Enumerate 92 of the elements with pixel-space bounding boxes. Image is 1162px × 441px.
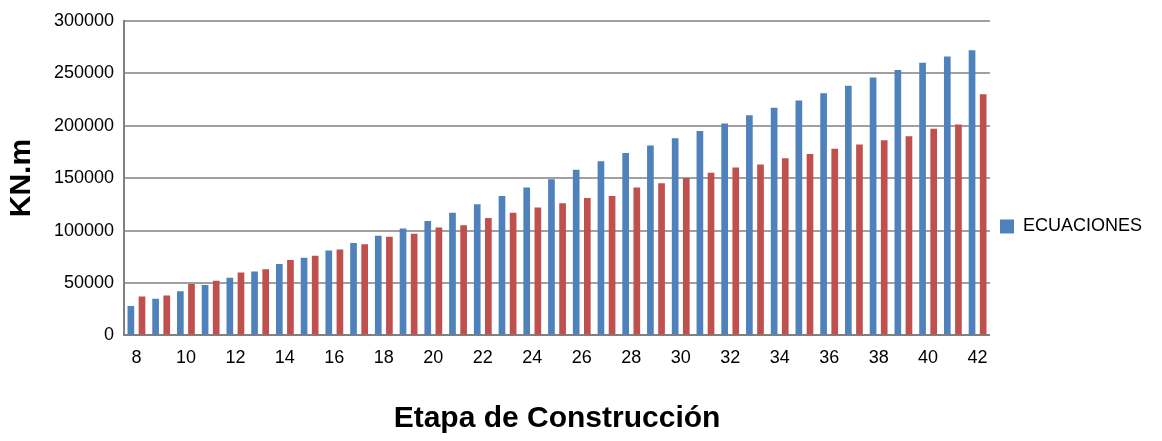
bar [696, 130, 704, 335]
bar [608, 195, 616, 335]
bar [311, 255, 319, 335]
bar [485, 217, 492, 335]
bar [226, 277, 234, 335]
bar [350, 243, 357, 335]
bar [894, 70, 902, 335]
bar [177, 291, 184, 335]
x-tick-label: 20 [423, 347, 444, 368]
x-tick-label: 32 [720, 347, 741, 368]
x-tick-label: 18 [373, 347, 394, 368]
y-tick-label: 50000 [64, 271, 115, 292]
bar [880, 140, 888, 335]
bar [845, 85, 852, 335]
x-tick-label: 12 [225, 347, 246, 368]
bar [647, 145, 654, 335]
bar [622, 152, 630, 335]
bar [498, 195, 506, 335]
x-tick-label: 28 [621, 347, 642, 368]
bar [559, 203, 566, 335]
bar [757, 164, 764, 335]
x-axis-title: Etapa de Construcción [393, 400, 721, 434]
bar [671, 138, 679, 335]
y-tick-label: 200000 [53, 114, 115, 135]
bar [374, 235, 382, 335]
bar [597, 161, 605, 335]
bar [633, 187, 641, 335]
bar [572, 169, 580, 335]
legend-label: ECUACIONES [1022, 215, 1143, 236]
bar [795, 100, 803, 335]
bar [287, 259, 294, 335]
bar [943, 56, 951, 335]
bar [820, 93, 827, 335]
y-tick-label: 100000 [53, 219, 115, 240]
x-tick-label: 36 [819, 347, 840, 368]
bar [163, 295, 171, 335]
x-tick-label: 26 [571, 347, 592, 368]
bar [523, 187, 531, 335]
y-tick-label: 250000 [53, 62, 115, 83]
bar [152, 298, 159, 335]
bar [806, 153, 814, 335]
bar [435, 227, 443, 335]
bar [707, 172, 715, 335]
x-tick-label: 40 [918, 347, 939, 368]
x-tick-label: 24 [522, 347, 543, 368]
y-tick-label: 0 [104, 324, 115, 345]
x-tick-label: 22 [472, 347, 493, 368]
bar [930, 128, 938, 335]
x-tick-label: 30 [670, 347, 691, 368]
bar [262, 269, 270, 335]
bar [856, 144, 863, 335]
bar [325, 250, 333, 335]
bar [905, 136, 913, 335]
x-tick-label: 34 [769, 347, 790, 368]
x-tick-label: 14 [274, 347, 295, 368]
bar [746, 115, 753, 335]
bar [781, 158, 789, 335]
bar [658, 183, 665, 335]
bar [386, 236, 393, 335]
y-axis-title: KN.m [3, 138, 37, 218]
bar [361, 244, 369, 335]
x-tick-label: 10 [175, 347, 196, 368]
bar [682, 178, 690, 335]
bar [534, 207, 542, 335]
bar [770, 107, 778, 335]
bar [721, 123, 728, 335]
bar [251, 271, 258, 335]
bar [399, 228, 407, 335]
y-tick-label: 300000 [53, 9, 115, 30]
bar [212, 280, 220, 335]
x-tick-label: 38 [868, 347, 889, 368]
bar [473, 204, 481, 335]
bar [188, 284, 195, 335]
bar [449, 212, 456, 335]
bar [424, 221, 432, 335]
bar [583, 198, 591, 335]
bar [979, 94, 987, 335]
bar [968, 50, 976, 335]
y-tick-label: 150000 [53, 167, 115, 188]
bar [869, 77, 877, 335]
bar [955, 124, 962, 335]
x-tick-label: 42 [967, 347, 988, 368]
bar [831, 148, 839, 335]
bar [460, 225, 467, 335]
bar [336, 249, 344, 335]
x-tick-label: 16 [324, 347, 345, 368]
bar [275, 264, 283, 335]
bar [237, 272, 245, 335]
bar [732, 167, 740, 335]
x-tick-label: 8 [131, 347, 142, 368]
bar [919, 62, 926, 335]
bar [548, 179, 555, 335]
